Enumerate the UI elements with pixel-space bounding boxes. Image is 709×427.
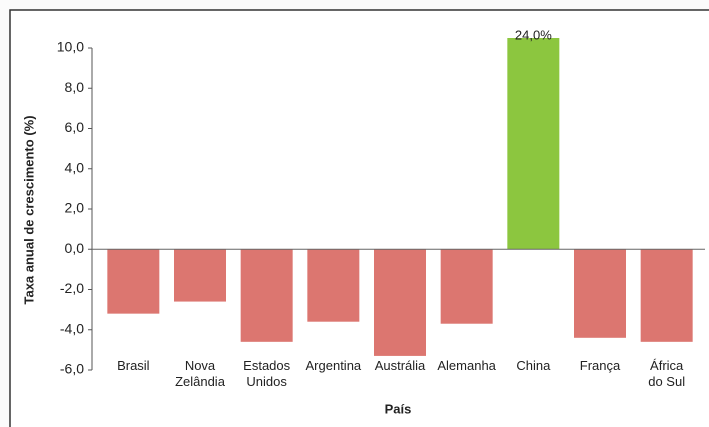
bar xyxy=(507,38,560,250)
y-tick-label: 6,0 xyxy=(65,119,85,135)
bar xyxy=(174,249,226,302)
y-tick-label: 4,0 xyxy=(65,159,85,175)
y-tick-label: 0,0 xyxy=(65,240,85,256)
bar xyxy=(374,249,426,356)
bar xyxy=(240,249,293,342)
y-tick-label: -6,0 xyxy=(60,361,84,377)
bar xyxy=(440,249,493,324)
bar xyxy=(574,249,626,338)
y-tick-label: 2,0 xyxy=(65,200,85,216)
x-tick-label: África do Sul xyxy=(648,358,686,389)
value-label: 24,0% xyxy=(515,27,552,42)
x-tick-label: Brasil xyxy=(117,358,150,373)
x-tick-label: China xyxy=(516,358,551,373)
y-tick-label: -4,0 xyxy=(60,320,84,336)
x-tick-label: França xyxy=(579,358,621,373)
y-tick-label: 8,0 xyxy=(65,79,85,95)
chart-border xyxy=(9,9,709,427)
x-tick-label: Argentina xyxy=(305,358,362,373)
x-axis-label: País xyxy=(385,401,412,416)
y-axis-label: Taxa anual de crescimento (%) xyxy=(21,115,36,304)
bar xyxy=(107,249,160,314)
x-tick-label: Estados Unidos xyxy=(243,358,291,389)
y-tick-label: 10,0 xyxy=(57,39,84,55)
bar xyxy=(307,249,360,322)
y-tick-label: -2,0 xyxy=(60,280,84,296)
bar xyxy=(640,249,693,342)
x-tick-label: Nova Zelândia xyxy=(175,358,225,389)
x-tick-label: Alemanha xyxy=(437,358,496,373)
x-tick-label: Austrália xyxy=(374,358,426,373)
